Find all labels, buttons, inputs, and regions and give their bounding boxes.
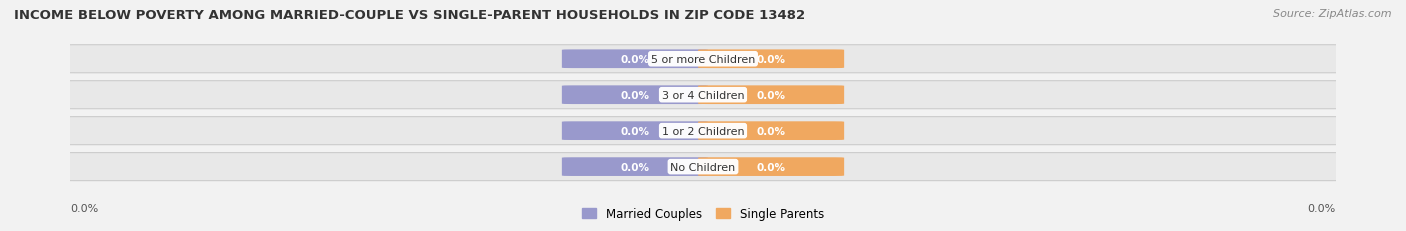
Text: 0.0%: 0.0% [620, 162, 650, 172]
Text: 1 or 2 Children: 1 or 2 Children [662, 126, 744, 136]
FancyBboxPatch shape [56, 81, 1350, 109]
FancyBboxPatch shape [699, 122, 844, 140]
FancyBboxPatch shape [699, 86, 844, 105]
FancyBboxPatch shape [699, 158, 844, 176]
Text: 0.0%: 0.0% [1308, 203, 1336, 213]
Text: 0.0%: 0.0% [620, 55, 650, 64]
Text: 0.0%: 0.0% [756, 126, 786, 136]
Text: 0.0%: 0.0% [756, 55, 786, 64]
Text: No Children: No Children [671, 162, 735, 172]
FancyBboxPatch shape [562, 50, 707, 69]
FancyBboxPatch shape [699, 50, 844, 69]
FancyBboxPatch shape [56, 153, 1350, 181]
Text: 3 or 4 Children: 3 or 4 Children [662, 90, 744, 100]
FancyBboxPatch shape [56, 117, 1350, 145]
Text: 5 or more Children: 5 or more Children [651, 55, 755, 64]
Text: 0.0%: 0.0% [756, 162, 786, 172]
FancyBboxPatch shape [562, 158, 707, 176]
Text: INCOME BELOW POVERTY AMONG MARRIED-COUPLE VS SINGLE-PARENT HOUSEHOLDS IN ZIP COD: INCOME BELOW POVERTY AMONG MARRIED-COUPL… [14, 9, 806, 22]
Legend: Married Couples, Single Parents: Married Couples, Single Parents [578, 203, 828, 225]
Text: 0.0%: 0.0% [620, 90, 650, 100]
Text: 0.0%: 0.0% [756, 90, 786, 100]
FancyBboxPatch shape [562, 86, 707, 105]
FancyBboxPatch shape [56, 46, 1350, 73]
FancyBboxPatch shape [562, 122, 707, 140]
Text: Source: ZipAtlas.com: Source: ZipAtlas.com [1274, 9, 1392, 19]
Text: 0.0%: 0.0% [70, 203, 98, 213]
Text: 0.0%: 0.0% [620, 126, 650, 136]
